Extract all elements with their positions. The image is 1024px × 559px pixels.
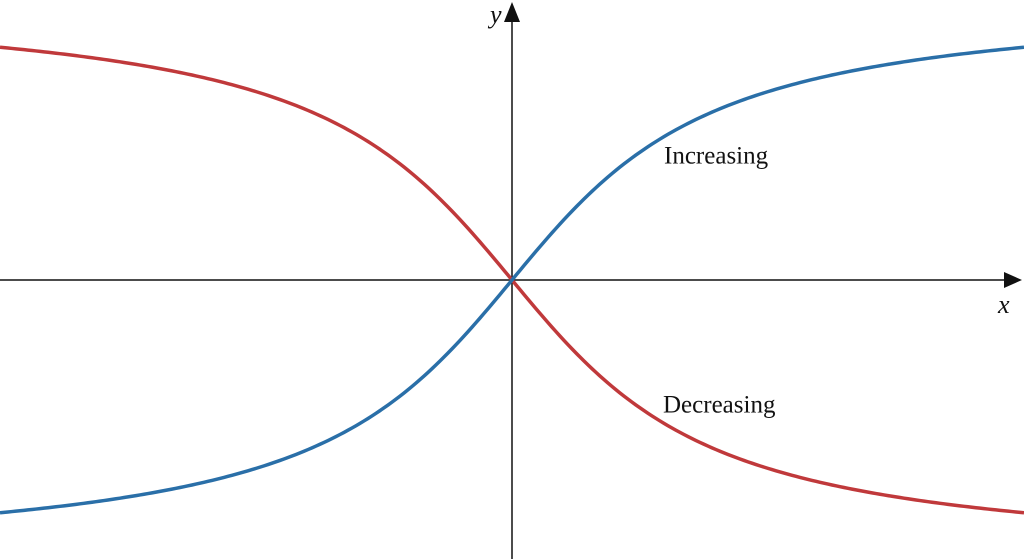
y-axis-arrow	[504, 2, 520, 22]
y-axis-label: y	[487, 0, 502, 29]
x-axis-label: x	[997, 290, 1010, 319]
curve-label: Increasing	[664, 143, 769, 170]
increasing-curve	[0, 45, 1024, 515]
curve-label: Decreasing	[663, 392, 776, 419]
x-axis-arrow	[1004, 272, 1022, 288]
